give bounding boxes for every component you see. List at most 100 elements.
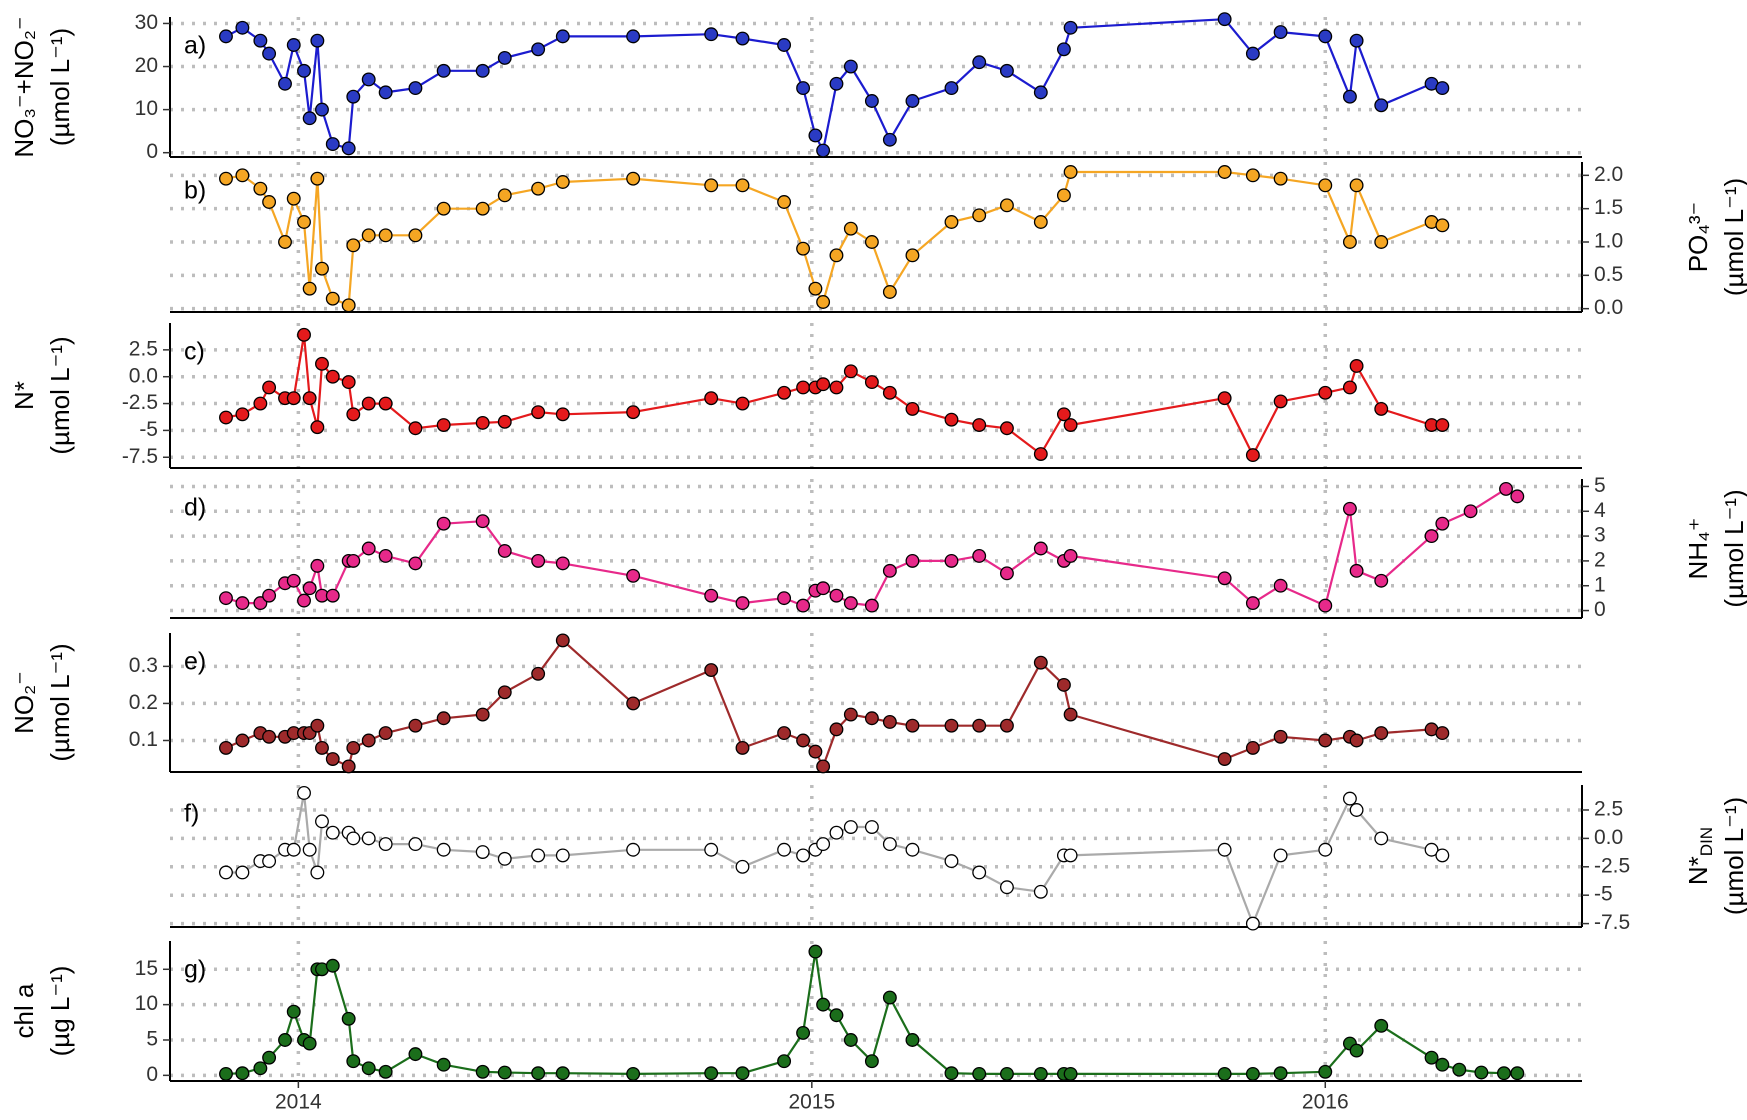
- data-point: [315, 261, 329, 276]
- panel: 0 10 20 30 a) NO₃⁻+NO₂⁻ (µmol L⁻¹): [9, 11, 1582, 163]
- data-point: [626, 171, 641, 186]
- data-point: [341, 1011, 356, 1026]
- panel: 0.0 0.5 1.0 1.5 2.0 b) PO₄³⁻ (µmol L⁻¹): [170, 162, 1747, 319]
- panel-label: a): [184, 32, 206, 60]
- data-point: [999, 421, 1014, 436]
- data-point: [1510, 1066, 1525, 1081]
- data-point: [286, 38, 301, 52]
- y-axis-label: N*DIN: [1683, 827, 1717, 885]
- data-point: [253, 596, 268, 611]
- data-point: [1318, 733, 1333, 748]
- data-point: [829, 1008, 844, 1023]
- data-point: [796, 733, 811, 748]
- data-point: [219, 865, 233, 880]
- y-tick-label: 4: [1594, 499, 1606, 522]
- data-point: [219, 1066, 233, 1081]
- data-point: [253, 33, 268, 48]
- data-point: [829, 248, 844, 263]
- data-point: [378, 1064, 393, 1079]
- y-tick-label: 1.5: [1594, 196, 1623, 219]
- y-tick-label: -2.5: [1594, 854, 1630, 877]
- y-tick-label: 5: [146, 1028, 158, 1051]
- y-tick-label: 2.0: [1594, 163, 1623, 186]
- data-point: [475, 63, 490, 78]
- data-point: [1033, 884, 1048, 899]
- y-axis-label: (µmol L⁻¹): [1719, 797, 1747, 915]
- data-point: [816, 837, 831, 852]
- data-point: [843, 221, 858, 236]
- data-point: [1374, 1018, 1389, 1033]
- data-point: [262, 1050, 277, 1065]
- data-point: [777, 842, 792, 857]
- data-point: [735, 178, 750, 193]
- x-tick-label: 2014: [275, 1091, 322, 1114]
- data-point: [262, 729, 277, 744]
- data-point: [777, 385, 792, 400]
- data-point: [475, 1064, 490, 1079]
- data-point: [361, 396, 376, 411]
- data-point: [882, 285, 897, 299]
- series-line: [225, 333, 1443, 457]
- data-point: [735, 31, 750, 46]
- data-point: [735, 596, 750, 611]
- y-tick-label: 2: [1594, 548, 1606, 571]
- data-point: [1273, 848, 1288, 863]
- data-point: [1063, 165, 1078, 179]
- data-point: [829, 722, 844, 737]
- data-point: [626, 842, 641, 857]
- y-axis-label: (µg L⁻¹): [45, 966, 75, 1057]
- data-point: [626, 568, 641, 583]
- data-point: [777, 1054, 792, 1069]
- data-point: [219, 29, 233, 44]
- data-point: [1424, 842, 1439, 857]
- data-point: [497, 851, 512, 866]
- data-point: [1273, 1066, 1288, 1081]
- data-point: [999, 566, 1014, 581]
- data-point: [531, 553, 546, 568]
- y-tick-label: 10: [135, 992, 158, 1015]
- data-point: [341, 141, 356, 156]
- y-tick-label: -7.5: [1594, 911, 1630, 934]
- data-point: [235, 733, 250, 748]
- data-point: [626, 1066, 641, 1081]
- data-point: [1349, 33, 1364, 48]
- panel: -7.5 -5 -2.5 0.0 2.5 c) N* (µmol L⁻¹): [9, 323, 1582, 469]
- data-point: [219, 740, 233, 755]
- x-tick-label: 2015: [788, 1091, 835, 1114]
- data-point: [408, 228, 423, 243]
- data-point: [497, 544, 512, 558]
- y-tick-label: 0.0: [1594, 296, 1623, 319]
- data-point: [1349, 733, 1364, 748]
- y-axis-label: NH₄⁺: [1683, 518, 1713, 580]
- data-point: [346, 238, 361, 253]
- data-point: [1033, 1066, 1048, 1081]
- data-point: [972, 718, 987, 733]
- data-point: [1374, 573, 1389, 588]
- data-point: [235, 407, 250, 422]
- data-point: [1452, 1062, 1467, 1077]
- data-point: [531, 42, 546, 57]
- data-point: [1435, 848, 1450, 863]
- data-point: [278, 235, 292, 249]
- data-point: [286, 573, 301, 588]
- y-axis-label: chl a: [9, 983, 39, 1038]
- data-point: [286, 391, 301, 406]
- data-point: [235, 1066, 250, 1081]
- data-point: [1273, 394, 1288, 409]
- data-point: [235, 596, 250, 611]
- data-point: [905, 94, 920, 108]
- data-point: [361, 541, 376, 556]
- y-tick-label: 10: [135, 97, 158, 120]
- data-point: [999, 63, 1014, 78]
- data-point: [302, 111, 317, 126]
- data-point: [1273, 729, 1288, 744]
- y-tick-label: -2.5: [122, 391, 158, 414]
- data-point: [310, 171, 325, 186]
- data-point: [704, 1066, 719, 1081]
- data-point: [843, 820, 858, 834]
- data-point: [1033, 447, 1048, 461]
- data-point: [555, 1066, 570, 1081]
- y-tick-label: 0.2: [129, 691, 158, 714]
- data-point: [1342, 380, 1357, 395]
